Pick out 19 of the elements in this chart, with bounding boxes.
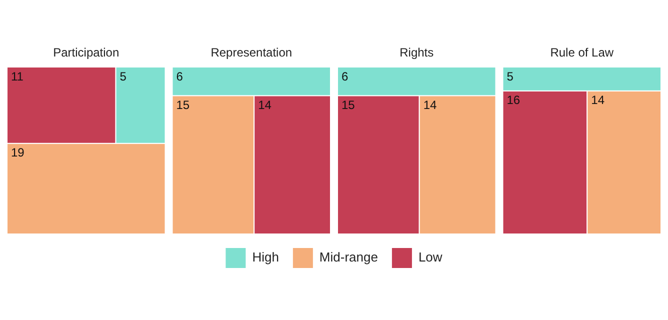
data-label: 14 [258, 98, 272, 112]
category-label: Participation [53, 45, 120, 60]
data-label: 14 [591, 93, 605, 108]
legend-label: Low [418, 250, 443, 265]
data-label: 6 [342, 69, 348, 84]
data-label: 14 [423, 98, 438, 112]
legend-label: Mid-range [319, 250, 378, 265]
data-label: 19 [11, 146, 25, 160]
category-label: Representation [210, 45, 292, 60]
data-label: 6 [176, 69, 184, 84]
category-label: Rights [400, 45, 434, 60]
data-label: 5 [506, 69, 514, 84]
data-label: 11 [11, 69, 24, 84]
category-label: Rule of Law [550, 45, 614, 60]
data-label: 15 [176, 98, 190, 112]
legend-label: High [252, 250, 279, 265]
data-label: 15 [342, 98, 356, 112]
data-label: 16 [506, 93, 520, 108]
data-label: 5 [120, 69, 127, 84]
